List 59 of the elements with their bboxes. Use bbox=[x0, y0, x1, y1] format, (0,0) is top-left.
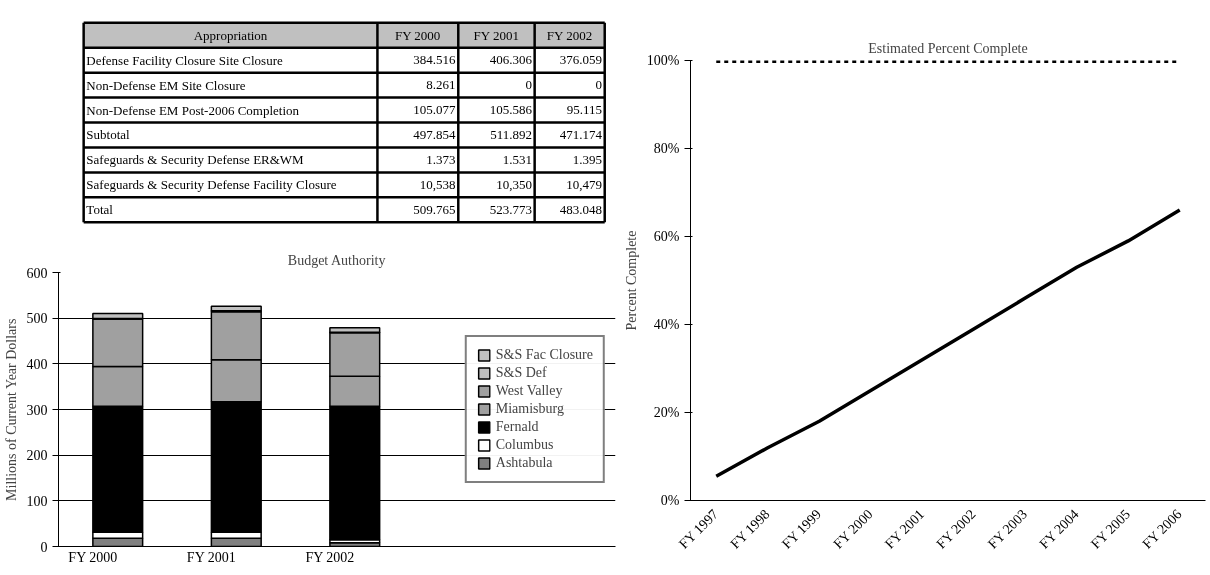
text: 105.077 bbox=[413, 102, 457, 118]
y-tick-label: 600 bbox=[26, 265, 48, 281]
x-tick-label: FY 2002 bbox=[305, 550, 355, 565]
text: 10,479 bbox=[566, 176, 603, 192]
text: 1.531 bbox=[502, 151, 532, 167]
legend-label: Miamisburg bbox=[495, 401, 564, 417]
legend-label: S&S Def bbox=[495, 365, 547, 381]
text: 523.773 bbox=[489, 201, 532, 217]
text: FY 2001 bbox=[473, 27, 519, 43]
text: 10,350 bbox=[496, 176, 532, 192]
text: Safeguards & Security Defense ER&WM bbox=[86, 152, 305, 168]
chart-title: Budget Authority bbox=[287, 252, 386, 268]
text: 1.373 bbox=[426, 151, 456, 167]
y-axis-title: Millions of Current Year Dollars bbox=[3, 318, 19, 501]
text: Total bbox=[86, 202, 114, 218]
text: Non-Defense EM Post-2006 Completion bbox=[86, 102, 300, 118]
text: 511.892 bbox=[490, 126, 532, 142]
text: 95.115 bbox=[566, 102, 603, 118]
text: Appropriation bbox=[193, 27, 268, 43]
x-tick-label: FY 2001 bbox=[186, 550, 236, 565]
y-tick-label: 100 bbox=[26, 493, 48, 509]
text: FY 2000 bbox=[394, 27, 441, 43]
y-tick-label: 300 bbox=[26, 402, 48, 418]
y-tick-label: 60% bbox=[653, 229, 680, 244]
y-tick-label: 20% bbox=[653, 405, 680, 420]
y-tick-label: 40% bbox=[653, 317, 680, 332]
chart-title: Estimated Percent Complete bbox=[868, 40, 1028, 56]
legend-label: Columbus bbox=[495, 437, 554, 453]
x-tick-label: FY 2000 bbox=[68, 550, 118, 565]
text: Defense Facility Closure Site Closure bbox=[86, 52, 283, 68]
text: 0 bbox=[595, 77, 603, 93]
text: 0 bbox=[525, 77, 532, 93]
text: 1.395 bbox=[572, 151, 603, 167]
text: 376.059 bbox=[559, 52, 603, 68]
text: 8.261 bbox=[426, 77, 456, 93]
legend-label: West Valley bbox=[495, 383, 563, 399]
y-tick-label: 80% bbox=[653, 141, 680, 156]
text: 384.516 bbox=[413, 52, 457, 68]
text: Subtotal bbox=[86, 127, 131, 143]
text: 509.765 bbox=[413, 201, 456, 217]
text: 105.586 bbox=[489, 102, 533, 118]
y-tick-label: 0 bbox=[40, 539, 48, 555]
text: 471.174 bbox=[559, 126, 603, 142]
y-tick-label: 400 bbox=[26, 356, 48, 372]
text: 497.854 bbox=[413, 126, 457, 142]
y-tick-label: 100% bbox=[646, 53, 680, 68]
text: FY 2002 bbox=[546, 27, 593, 43]
text: 10,538 bbox=[419, 176, 456, 192]
text: Non-Defense EM Site Closure bbox=[86, 77, 246, 93]
text: Safeguards & Security Defense Facility Closure bbox=[86, 177, 337, 193]
legend-label: Ashtabula bbox=[495, 455, 553, 471]
legend-label: Fernald bbox=[495, 419, 539, 435]
y-tick-label: 500 bbox=[26, 311, 48, 327]
y-axis-title: Percent Complete bbox=[623, 230, 639, 331]
text: 483.048 bbox=[559, 201, 603, 217]
y-tick-label: 0% bbox=[660, 493, 680, 508]
y-tick-label: 200 bbox=[26, 448, 48, 464]
text: 406.306 bbox=[489, 52, 533, 68]
legend-label: S&S Fac Closure bbox=[495, 347, 593, 363]
